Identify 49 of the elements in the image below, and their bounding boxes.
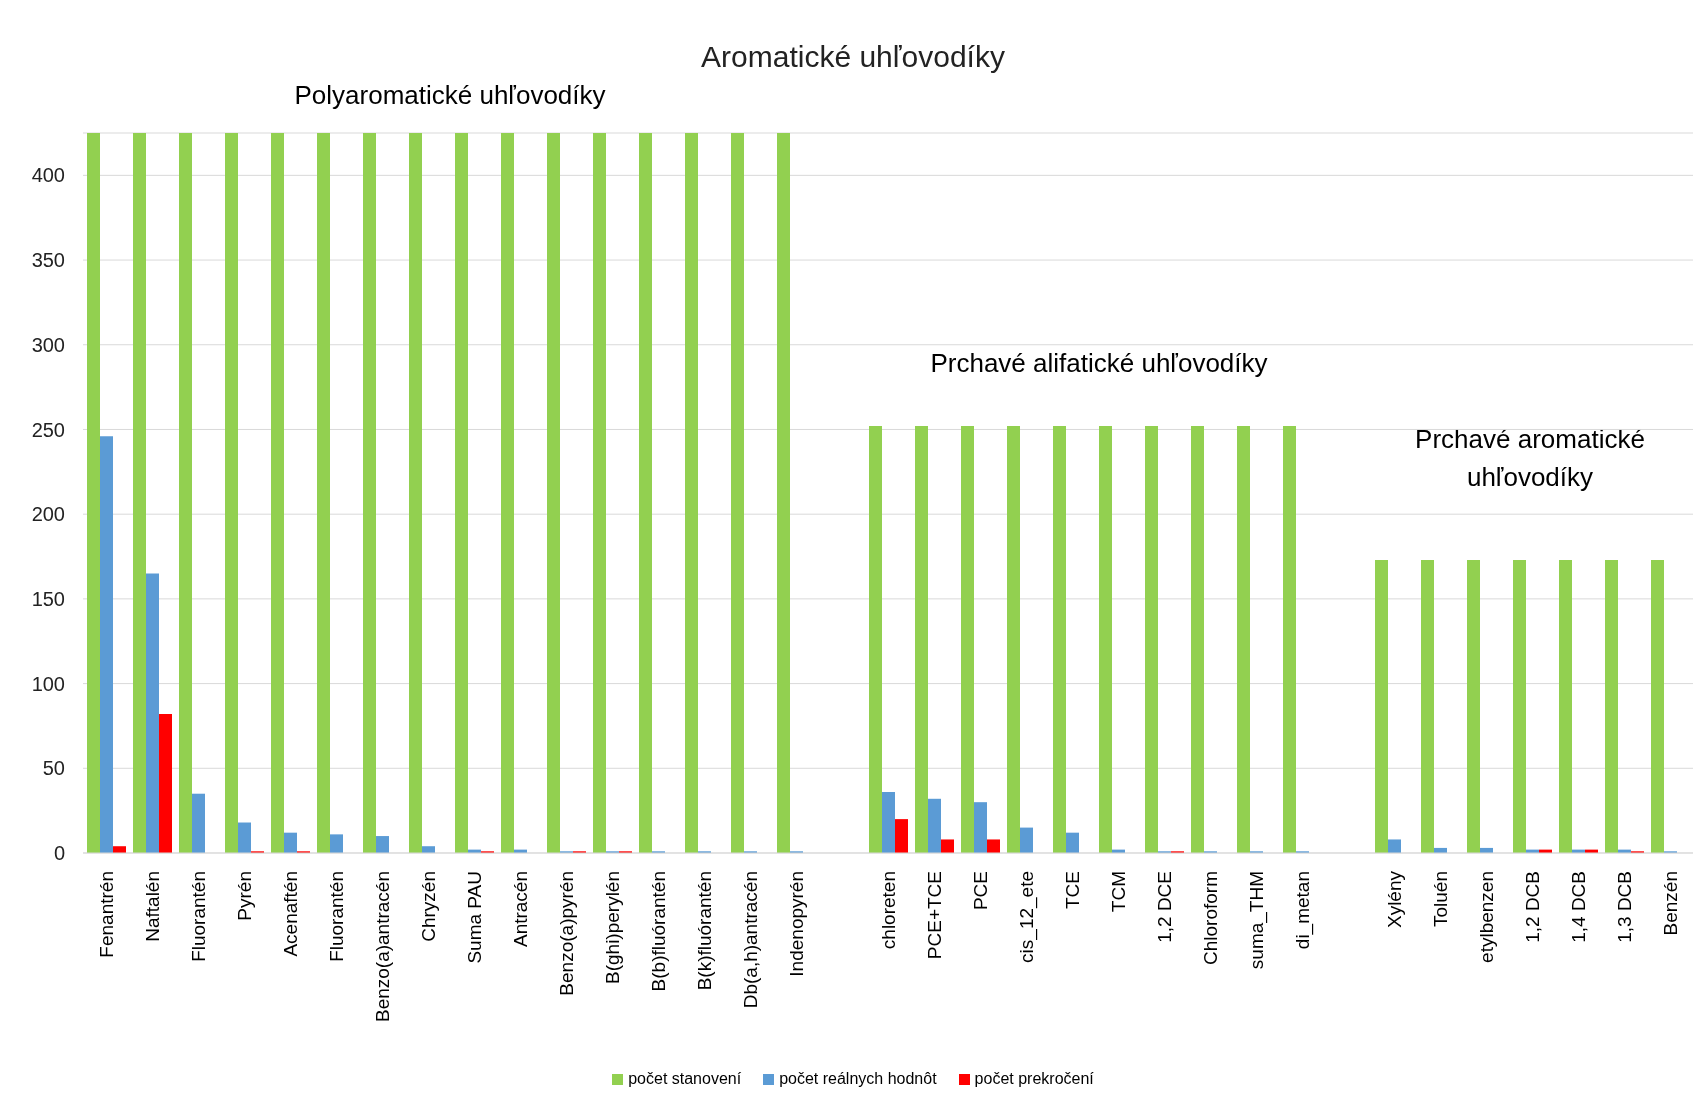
x-tick-label: 1,4 DCB	[1567, 871, 1589, 943]
x-tick-label: Toluén	[1429, 871, 1451, 927]
annotation: Prchavé aromatické uhľovodíky	[1414, 423, 1646, 494]
legend-label: počet prekročení	[974, 1070, 1094, 1088]
x-tick-label: suma_THM	[1245, 871, 1268, 970]
x-tick-label: Benzén	[1659, 871, 1681, 936]
y-tick-label: 250	[31, 418, 65, 441]
x-tick-label: Acenaftén	[279, 871, 301, 957]
legend-label: počet reálnych hodnôt	[779, 1070, 937, 1088]
x-tick-label: cis_12_ete	[1015, 871, 1038, 963]
x-tick-label: Chloroform	[1199, 871, 1221, 965]
x-tick-label: Suma PAU	[463, 871, 485, 964]
x-tick-label: Fluorantén	[325, 871, 347, 962]
x-tick-label: Xylény	[1383, 870, 1405, 929]
y-tick-label: 50	[42, 757, 65, 780]
x-tick-label: etylbenzen	[1475, 871, 1497, 963]
y-tick-label: 0	[53, 842, 65, 865]
x-tick-label: Fenantrén	[95, 871, 117, 958]
x-tick-label: Pyrén	[233, 871, 255, 921]
annotation: Prchavé alifatické uhľovodíky	[929, 347, 1269, 380]
x-tick-label: TCM	[1107, 871, 1129, 913]
x-tick-label: 1,3 DCB	[1613, 871, 1635, 943]
x-tick-label: Db(a,h)antracén	[739, 871, 761, 1009]
x-tick-label: Chryzén	[417, 871, 439, 942]
x-tick-label: B(b)fluórantén	[647, 871, 669, 992]
y-tick-label: 400	[31, 164, 65, 187]
x-tick-label: PCE	[969, 871, 991, 911]
x-tick-label: B(ghi)perylén	[601, 871, 623, 984]
legend-label: počet stanovení	[628, 1070, 742, 1088]
x-tick-label: 1,2 DCE	[1153, 871, 1175, 943]
x-tick-label: Benzo(a)pyrén	[555, 871, 577, 996]
y-tick-label: 350	[31, 249, 65, 272]
x-tick-label: TCE	[1061, 871, 1083, 909]
x-tick-label: Naftalén	[141, 871, 163, 942]
x-tick-label: 1,2 DCB	[1521, 871, 1543, 943]
x-tick-label: di_metan	[1291, 871, 1314, 950]
x-tick-label: B(k)fluórantén	[693, 871, 715, 991]
text: Polyaromatické uhľovodíky	[293, 79, 607, 112]
y-tick-label: 200	[31, 503, 65, 526]
x-tick-label: PCE+TCE	[923, 871, 945, 960]
x-tick-label: Antracén	[509, 871, 531, 948]
x-tick-label: Fluorantén	[187, 871, 209, 962]
y-tick-label: 150	[31, 587, 65, 610]
chart-title: Aromatické uhľovodíky	[700, 40, 1006, 74]
x-tick-label: Benzo(a)antracén	[371, 871, 393, 1023]
x-tick-label: chloreten	[877, 871, 899, 950]
y-tick-label: 300	[31, 333, 65, 356]
y-tick-label: 100	[31, 672, 65, 695]
x-tick-label: Indenopyrén	[785, 871, 807, 977]
